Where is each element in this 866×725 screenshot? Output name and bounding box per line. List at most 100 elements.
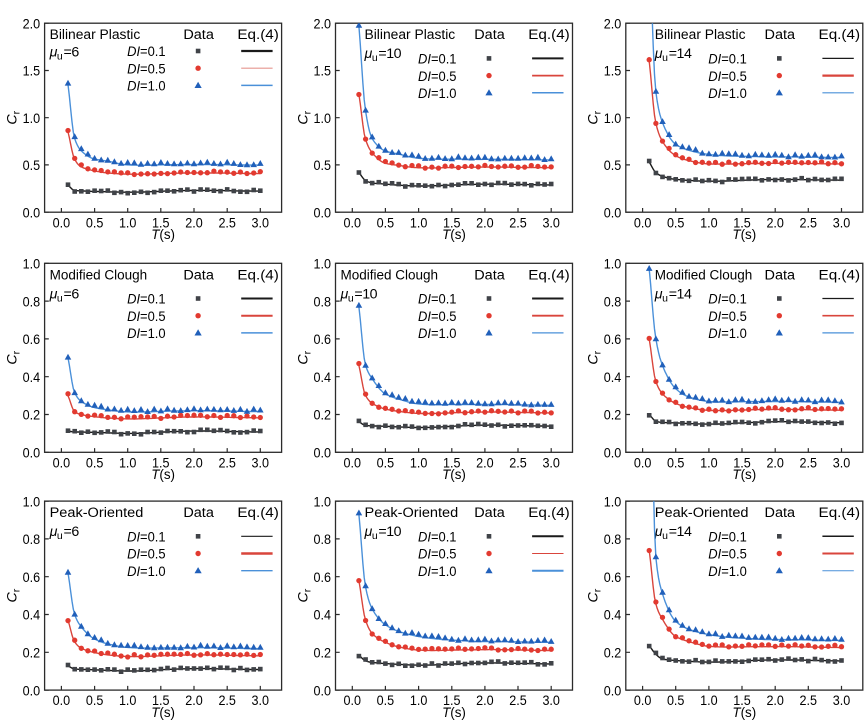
svg-text:0.4: 0.4 [314,608,332,624]
svg-text:2.5: 2.5 [218,215,236,231]
svg-text:Eq.(4): Eq.(4) [237,267,279,283]
svg-text:0.0: 0.0 [314,205,332,221]
svg-text:Cr: Cr [4,350,22,364]
svg-text:Data: Data [183,27,214,43]
svg-text:DI=1.0: DI=1.0 [127,326,166,342]
svg-text:0.0: 0.0 [53,215,71,231]
svg-text:2.0: 2.0 [314,16,332,32]
svg-text:1.5: 1.5 [152,693,170,709]
svg-text:0.6: 0.6 [23,570,41,586]
svg-text:Modified Clough: Modified Clough [50,267,148,283]
svg-text:2.0: 2.0 [766,455,784,471]
svg-text:Modified Clough: Modified Clough [655,267,753,283]
svg-text:1.5: 1.5 [23,64,41,80]
svg-text:2.5: 2.5 [218,693,236,709]
svg-text:0.5: 0.5 [377,455,395,471]
svg-text:2.5: 2.5 [509,693,527,709]
svg-text:0.0: 0.0 [314,446,332,462]
svg-text:Data: Data [474,505,505,521]
svg-text:0.6: 0.6 [604,570,622,586]
svg-text:Eq.(4): Eq.(4) [819,27,861,43]
svg-text:0.5: 0.5 [667,455,685,471]
svg-text:3.0: 3.0 [542,455,560,471]
svg-text:μu=10: μu=10 [364,46,402,64]
svg-text:0.5: 0.5 [667,215,685,231]
svg-text:1.5: 1.5 [152,215,170,231]
svg-text:0.2: 0.2 [23,646,41,662]
svg-text:1.0: 1.0 [314,494,332,510]
svg-text:0.4: 0.4 [23,370,41,386]
svg-text:T(s): T(s) [442,227,466,242]
svg-text:3.0: 3.0 [542,693,560,709]
svg-text:3.0: 3.0 [833,455,851,471]
svg-text:Data: Data [765,505,796,521]
svg-text:1.5: 1.5 [443,455,461,471]
svg-text:0.6: 0.6 [23,332,41,348]
svg-text:0.8: 0.8 [23,532,41,548]
svg-text:T(s): T(s) [442,705,466,720]
svg-text:DI=0.1: DI=0.1 [127,530,166,546]
svg-text:3.0: 3.0 [252,455,270,471]
svg-text:2.5: 2.5 [800,455,818,471]
svg-text:DI=0.5: DI=0.5 [418,309,457,325]
svg-text:2.0: 2.0 [23,16,41,32]
svg-text:0.8: 0.8 [314,294,332,310]
svg-text:DI=1.0: DI=1.0 [418,564,457,580]
svg-text:1.0: 1.0 [410,215,428,231]
svg-text:0.5: 0.5 [377,215,395,231]
svg-text:T(s): T(s) [732,467,756,482]
svg-text:T(s): T(s) [151,227,175,242]
svg-text:0.2: 0.2 [604,646,622,662]
svg-text:3.0: 3.0 [833,215,851,231]
svg-text:μu=6: μu=6 [49,286,80,304]
svg-text:0.0: 0.0 [634,215,652,231]
svg-text:0.5: 0.5 [86,455,104,471]
svg-text:0.4: 0.4 [314,370,332,386]
svg-text:3.0: 3.0 [542,215,560,231]
svg-text:Modified Clough: Modified Clough [341,267,439,283]
svg-text:Cr: Cr [295,110,313,124]
svg-text:2.0: 2.0 [476,693,494,709]
svg-text:μu=6: μu=6 [49,45,80,63]
svg-text:Eq.(4): Eq.(4) [819,267,861,283]
svg-text:Data: Data [183,505,214,521]
svg-text:Eq.(4): Eq.(4) [819,505,861,521]
svg-text:0.2: 0.2 [23,408,41,424]
svg-text:1.0: 1.0 [700,215,718,231]
svg-text:2.0: 2.0 [476,455,494,471]
svg-text:0.0: 0.0 [23,683,41,699]
svg-text:0.8: 0.8 [604,294,622,310]
svg-text:DI=0.1: DI=0.1 [708,52,747,68]
svg-text:DI=0.1: DI=0.1 [127,44,166,60]
svg-text:DI=1.0: DI=1.0 [708,564,747,580]
svg-text:0.2: 0.2 [314,646,332,662]
svg-text:0.2: 0.2 [604,408,622,424]
svg-text:Bilinear Plastic: Bilinear Plastic [50,27,141,43]
svg-text:μu=6: μu=6 [49,524,80,542]
svg-text:Cr: Cr [295,588,313,602]
svg-text:0.0: 0.0 [634,693,652,709]
svg-text:1.0: 1.0 [700,455,718,471]
svg-text:Cr: Cr [586,350,604,364]
svg-text:μu=10: μu=10 [364,524,402,542]
svg-text:1.5: 1.5 [733,693,751,709]
svg-text:1.0: 1.0 [604,494,622,510]
svg-text:0.5: 0.5 [314,158,332,174]
svg-text:0.0: 0.0 [23,205,41,221]
svg-text:DI=0.5: DI=0.5 [708,69,747,85]
svg-text:μu=14: μu=14 [654,46,692,64]
svg-text:2.0: 2.0 [185,693,203,709]
svg-text:1.0: 1.0 [604,111,622,127]
svg-text:0.5: 0.5 [86,693,104,709]
svg-text:Cr: Cr [586,588,604,602]
svg-text:Eq.(4): Eq.(4) [528,27,570,43]
svg-text:DI=0.1: DI=0.1 [708,530,747,546]
svg-text:DI=0.5: DI=0.5 [418,547,457,563]
svg-text:Cr: Cr [4,588,22,602]
svg-text:T(s): T(s) [442,467,466,482]
svg-text:0.0: 0.0 [344,215,362,231]
svg-text:DI=0.5: DI=0.5 [127,547,166,563]
svg-text:1.5: 1.5 [443,693,461,709]
svg-text:DI=0.5: DI=0.5 [418,69,457,85]
svg-text:0.2: 0.2 [314,408,332,424]
